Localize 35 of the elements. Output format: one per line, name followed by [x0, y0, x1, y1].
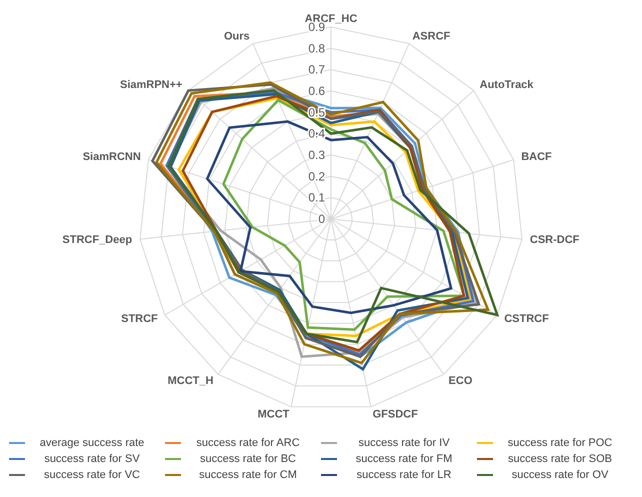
y-tick-label: 0.6 [308, 84, 326, 98]
y-tick-label: 0.7 [308, 62, 326, 77]
legend-label: success rate for IV [357, 436, 451, 451]
y-tick-label: 0.5 [308, 105, 326, 120]
spoke-label: BACF [521, 151, 552, 164]
spoke-label: CSR-DCF [530, 234, 580, 246]
y-tick-label: 0.8 [308, 41, 326, 56]
spoke-label: ARCF_HC [304, 13, 358, 25]
legend-label: success rate for CM [198, 468, 298, 483]
legend-label: success rate for SV [43, 452, 141, 467]
legend-label: success rate for ARC [195, 436, 301, 451]
legend-label: average success rate [38, 436, 146, 451]
spoke-label: SiamRPN++ [120, 79, 182, 92]
y-tick-label: 0 [318, 212, 326, 226]
y-tick-label: 0.2 [308, 169, 326, 184]
legend-label: success rate for SOB [507, 452, 613, 467]
spoke-label: Ours [224, 30, 250, 42]
spoke-label: STRCF [121, 313, 158, 325]
y-tick-label: 0.3 [308, 148, 326, 162]
legend-label: success rate for OV [510, 468, 610, 483]
spoke-label: MCCT_H [168, 374, 214, 387]
legend-label: success rate for LR [356, 468, 452, 483]
legend-label: success rate for FM [354, 452, 454, 467]
spoke-label: MCCT [258, 408, 290, 421]
spoke-label: AutoTrack [480, 79, 534, 92]
spoke-label: GFSDCF [372, 408, 418, 421]
spoke-label: CSTRCF [504, 313, 550, 325]
legend-label: success rate for POC [506, 436, 614, 451]
spoke-label: ECO [448, 374, 473, 387]
legend-label: success rate for BC [199, 452, 297, 467]
y-tick-label: 0.1 [308, 190, 326, 205]
spoke-label: STRCF_Deep [62, 234, 132, 246]
spoke-label: ASRCF [412, 30, 451, 42]
legend-label: success rate for VC [43, 468, 141, 483]
spoke-label: SiamRCNN [82, 151, 141, 164]
